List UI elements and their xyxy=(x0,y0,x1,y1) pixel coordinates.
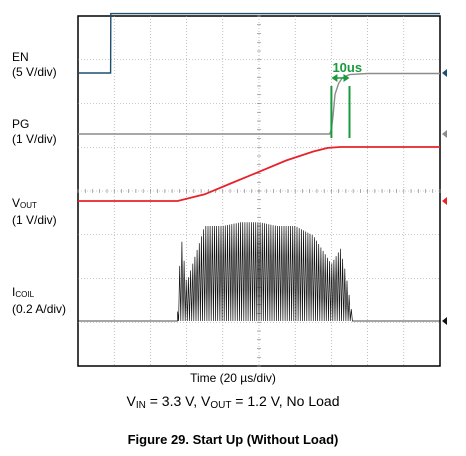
annotation-10us: 10us xyxy=(330,60,362,138)
icoil-scale: (0.2 A/div) xyxy=(12,302,67,316)
label-vout: VOUT (1 V/div) xyxy=(12,196,57,228)
en-scale: (5 V/div) xyxy=(12,65,57,79)
label-icoil: ICOIL (0.2 A/div) xyxy=(12,285,66,317)
icoil-name: ICOIL xyxy=(12,285,35,299)
oscilloscope-plot: 10us xyxy=(77,12,447,367)
figure-caption: Figure 29. Start Up (Without Load) xyxy=(127,432,339,447)
channel-marker-3 xyxy=(442,197,447,205)
pg-scale: (1 V/div) xyxy=(12,132,57,146)
arrow-right-icon xyxy=(343,74,350,82)
label-pg: PG (1 V/div) xyxy=(12,117,57,147)
channel-markers xyxy=(442,69,447,325)
x-axis-label: Time (20 µs/div) xyxy=(190,371,276,385)
trace-en xyxy=(78,12,440,74)
label-en: EN (5 V/div) xyxy=(12,50,57,80)
trace-vout xyxy=(78,146,440,202)
vout-scale: (1 V/div) xyxy=(12,213,57,227)
test-conditions: VIN = 3.3 V, VOUT = 1.2 V, No Load xyxy=(126,393,340,411)
annotation-label: 10us xyxy=(332,60,362,75)
channel-marker-1 xyxy=(442,69,447,77)
trace-icoil xyxy=(78,222,440,322)
pg-name: PG xyxy=(12,117,30,131)
en-name: EN xyxy=(12,50,29,64)
channel-marker-2 xyxy=(442,130,447,138)
arrow-left-icon xyxy=(331,74,338,82)
grid-lines xyxy=(77,15,441,367)
channel-marker-4 xyxy=(442,317,447,325)
vout-name: VOUT xyxy=(12,196,37,210)
